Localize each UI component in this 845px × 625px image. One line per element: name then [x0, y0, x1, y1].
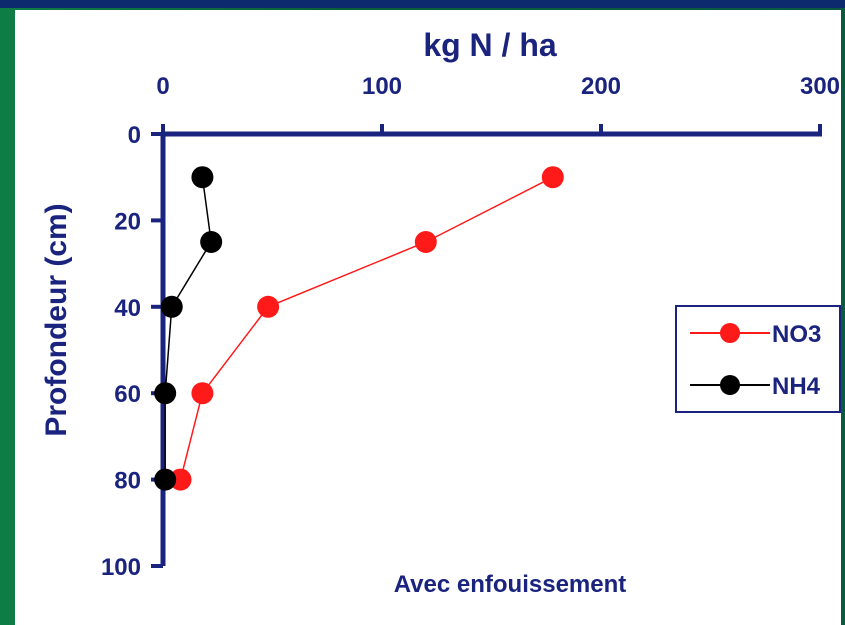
series-layer	[154, 166, 564, 491]
series-line-no3	[179, 176, 554, 480]
data-point-no3	[414, 231, 437, 253]
data-point-no3	[541, 166, 564, 189]
y-tick-label: 20	[114, 208, 141, 235]
legend-marker-no3	[720, 323, 740, 343]
series-line-nh4	[164, 177, 212, 480]
legend: NO3 NH4	[675, 305, 841, 413]
data-point-nh4	[154, 468, 177, 491]
legend-label-no3: NO3	[772, 321, 821, 348]
data-point-nh4	[160, 295, 183, 318]
data-point-no3	[191, 382, 214, 405]
chart-subtitle: Avec enfouissement	[394, 571, 627, 598]
x-tick-label: 300	[800, 73, 840, 100]
data-point-nh4	[154, 382, 177, 405]
y-tick-label: 100	[101, 554, 141, 581]
data-point-no3	[169, 468, 192, 491]
x-tick-label: 100	[362, 73, 402, 100]
legend-marker-nh4	[720, 375, 740, 395]
y-tick-label: 80	[114, 468, 141, 495]
legend-label-nh4: NH4	[772, 373, 821, 400]
data-point-nh4	[191, 166, 214, 189]
x-tick-label: 200	[581, 73, 621, 100]
x-axis-title: kg N / ha	[423, 27, 557, 63]
y-tick-label: 0	[128, 122, 141, 149]
legend-box	[675, 305, 841, 413]
y-tick-label: 60	[114, 381, 141, 408]
axes: 0 100 200 300 0 20 40 60 80 100	[101, 73, 840, 581]
y-tick-label: 40	[114, 295, 141, 322]
data-point-nh4	[200, 231, 223, 253]
y-axis-title: Profondeur (cm)	[40, 203, 73, 436]
data-point-no3	[257, 295, 280, 318]
x-tick-label: 0	[156, 73, 169, 100]
